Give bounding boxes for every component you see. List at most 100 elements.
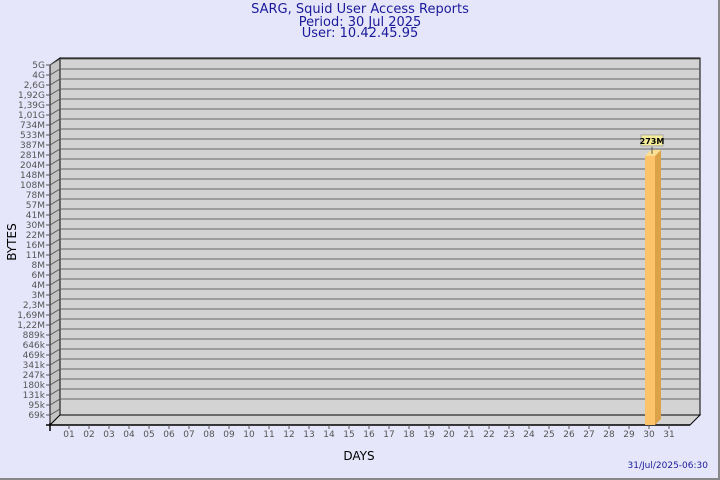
y-tick-diagonal (49, 318, 61, 326)
x-tick-label: 31 (663, 430, 674, 440)
y-tick-diagonal (49, 118, 61, 126)
y-tick-label: 4M (32, 281, 46, 291)
y-tick-label: 22M (26, 231, 45, 241)
y-tick-diagonal (49, 378, 61, 386)
y-tick-diagonal (49, 148, 61, 156)
y-tick-label: 1,69M (17, 311, 45, 321)
y-tick-label: 131k (23, 391, 46, 401)
y-tick-label: 204M (20, 161, 45, 171)
y-tick-diagonal (49, 328, 61, 336)
y-tick-label: 6M (32, 271, 46, 281)
chart-title: SARG, Squid User Access Reports (251, 2, 469, 17)
y-tick-diagonal (49, 218, 61, 226)
y-tick-diagonal (49, 108, 61, 116)
y-tick-label: 3M (32, 291, 46, 301)
x-tick-label: 15 (343, 430, 354, 440)
y-tick-diagonal (49, 368, 61, 376)
y-tick-diagonal (49, 208, 61, 216)
x-tick-label: 16 (363, 430, 375, 440)
y-tick-label: 148M (20, 171, 45, 181)
x-tick-label: 06 (163, 430, 175, 440)
y-tick-label: 180k (23, 381, 46, 391)
y-tick-diagonal (49, 278, 61, 286)
timestamp: 31/Jul/2025-06:30 (627, 461, 708, 471)
y-tick-label: 1,39G (18, 101, 45, 111)
y-tick-label: 387M (20, 141, 45, 151)
x-tick-label: 22 (483, 430, 494, 440)
y-tick-label: 1,92G (18, 91, 45, 101)
bar-side (655, 149, 661, 426)
y-tick-diagonal (49, 258, 61, 266)
x-tick-label: 19 (423, 430, 435, 440)
bar-value-label: 273M (640, 137, 665, 146)
y-tick-diagonal (49, 68, 61, 76)
y-tick-diagonal (49, 288, 61, 296)
y-tick-label: 646k (23, 341, 46, 351)
y-tick-diagonal (49, 238, 61, 246)
y-tick-diagonal (49, 158, 61, 166)
chart-user: User: 10.42.45.95 (301, 26, 419, 41)
y-tick-label: 2,6G (24, 81, 45, 91)
y-tick-diagonal (49, 388, 61, 396)
y-tick-label: 533M (20, 131, 45, 141)
y-tick-label: 734M (20, 121, 45, 131)
y-tick-diagonal (49, 248, 61, 256)
y-tick-diagonal (49, 88, 61, 96)
plot-back-wall (59, 57, 701, 416)
y-tick-label: 8M (32, 261, 46, 271)
chart-period: Period: 30 Jul 2025 (298, 15, 422, 30)
x-tick-label: 26 (563, 430, 575, 440)
y-tick-label: 469k (23, 351, 46, 361)
y-tick-label: 16M (26, 241, 45, 251)
y-tick-diagonal (49, 188, 61, 196)
y-tick-diagonal (49, 58, 61, 66)
x-tick-label: 01 (63, 430, 74, 440)
x-tick-label: 30 (643, 430, 655, 440)
y-tick-label: 4G (32, 71, 45, 81)
y-axis-label: BYTES (5, 223, 19, 260)
x-tick-label: 28 (603, 430, 615, 440)
y-tick-label: 247k (23, 371, 46, 381)
y-tick-label: 1,01G (18, 111, 45, 121)
y-tick-label: 69k (28, 411, 45, 421)
x-tick-label: 27 (583, 430, 594, 440)
x-axis-label: DAYS (343, 449, 374, 463)
y-tick-diagonal (49, 308, 61, 316)
x-tick-label: 10 (243, 430, 255, 440)
y-tick-diagonal (49, 198, 61, 206)
y-tick-diagonal (49, 78, 61, 86)
y-tick-label: 2,3M (23, 301, 45, 311)
y-tick-diagonal (49, 98, 61, 106)
y-tick-label: 281M (20, 151, 45, 161)
x-tick-label: 18 (403, 430, 415, 440)
x-tick-label: 24 (523, 430, 535, 440)
y-tick-label: 341k (23, 361, 46, 371)
y-tick-diagonal (49, 408, 61, 416)
y-tick-label: 95k (28, 401, 45, 411)
x-tick-label: 25 (543, 430, 554, 440)
y-tick-label: 889k (23, 331, 46, 341)
x-tick-label: 23 (503, 430, 514, 440)
bar-label-box (640, 134, 664, 147)
x-tick-label: 11 (263, 430, 274, 440)
x-tick-label: 12 (283, 430, 294, 440)
bar (645, 155, 655, 426)
y-tick-diagonal (49, 298, 61, 306)
y-tick-diagonal (49, 348, 61, 356)
y-tick-label: 108M (20, 181, 45, 191)
y-tick-label: 41M (26, 211, 45, 221)
y-tick-diagonal (49, 338, 61, 346)
x-tick-label: 07 (183, 430, 194, 440)
y-tick-diagonal (49, 128, 61, 136)
x-tick-label: 08 (203, 430, 215, 440)
x-tick-label: 14 (323, 430, 335, 440)
x-tick-label: 03 (103, 430, 114, 440)
bar-top (645, 149, 661, 156)
x-tick-label: 20 (443, 430, 455, 440)
x-tick-label: 21 (463, 430, 474, 440)
y-tick-diagonal (49, 168, 61, 176)
y-tick-label: 11M (26, 251, 45, 261)
y-tick-diagonal (49, 228, 61, 236)
